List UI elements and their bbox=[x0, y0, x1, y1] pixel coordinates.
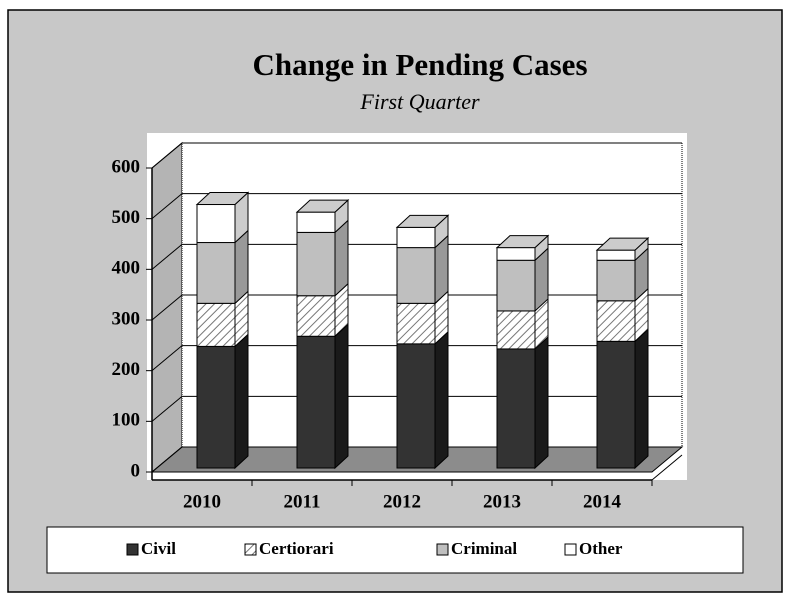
x-tick-label: 2012 bbox=[383, 491, 421, 512]
bar bbox=[196, 302, 236, 347]
grid-line bbox=[151, 193, 183, 220]
bar bbox=[396, 247, 436, 304]
x-tick-label: 2011 bbox=[284, 491, 321, 512]
bar bbox=[396, 302, 436, 345]
bar bbox=[196, 204, 236, 244]
legend-swatch bbox=[126, 543, 139, 556]
y-tick-label: 400 bbox=[112, 258, 141, 279]
bar-top bbox=[195, 192, 250, 206]
chart-title: Change in Pending Cases bbox=[252, 47, 587, 82]
bar bbox=[196, 242, 236, 304]
legend-swatch bbox=[564, 543, 577, 556]
legend-label: Criminal bbox=[451, 539, 517, 558]
y-tick-label: 200 bbox=[112, 359, 141, 380]
grid-line bbox=[151, 446, 183, 473]
bar bbox=[196, 345, 236, 469]
bar bbox=[496, 348, 536, 469]
x-tick-label: 2014 bbox=[583, 491, 622, 512]
bar-side bbox=[234, 229, 249, 305]
bar-side bbox=[334, 323, 349, 470]
grid-line bbox=[151, 395, 183, 422]
bar-top bbox=[295, 199, 350, 213]
bar-top bbox=[495, 235, 550, 249]
bar-top bbox=[595, 237, 650, 251]
bar bbox=[596, 340, 636, 469]
legend-swatch bbox=[436, 543, 449, 556]
grid-line bbox=[151, 243, 183, 270]
y-tick-label: 500 bbox=[112, 207, 141, 228]
bar bbox=[296, 295, 336, 337]
bar bbox=[496, 247, 536, 261]
bar-side bbox=[334, 219, 349, 297]
bar bbox=[496, 259, 536, 312]
bar bbox=[296, 211, 336, 233]
bar bbox=[396, 226, 436, 249]
bar-side bbox=[634, 328, 649, 470]
bar bbox=[596, 259, 636, 302]
grid-line bbox=[151, 294, 183, 321]
bar bbox=[596, 300, 636, 342]
grid-line bbox=[151, 142, 183, 169]
bar bbox=[396, 343, 436, 469]
y-tick-label: 600 bbox=[112, 156, 141, 177]
bar bbox=[296, 231, 336, 297]
x-tick-label: 2013 bbox=[483, 491, 521, 512]
bar-side bbox=[434, 330, 449, 470]
y-tick-label: 0 bbox=[131, 460, 141, 481]
legend-label: Certiorari bbox=[259, 539, 334, 558]
bar bbox=[496, 310, 536, 350]
legend-label: Other bbox=[579, 539, 623, 558]
grid-line bbox=[151, 345, 183, 372]
x-tick-label: 2010 bbox=[183, 491, 221, 512]
bar-side bbox=[534, 335, 549, 470]
y-tick-label: 100 bbox=[112, 410, 141, 431]
legend-box bbox=[46, 526, 744, 574]
legend-swatch bbox=[244, 543, 257, 556]
x-axis-depth bbox=[651, 454, 683, 481]
bar-side bbox=[234, 333, 249, 470]
bar bbox=[296, 335, 336, 469]
y-tick-label: 300 bbox=[112, 308, 141, 329]
chart-subtitle: First Quarter bbox=[359, 89, 480, 114]
bar-top bbox=[395, 214, 450, 228]
legend-label: Civil bbox=[141, 539, 176, 558]
bar bbox=[596, 249, 636, 261]
